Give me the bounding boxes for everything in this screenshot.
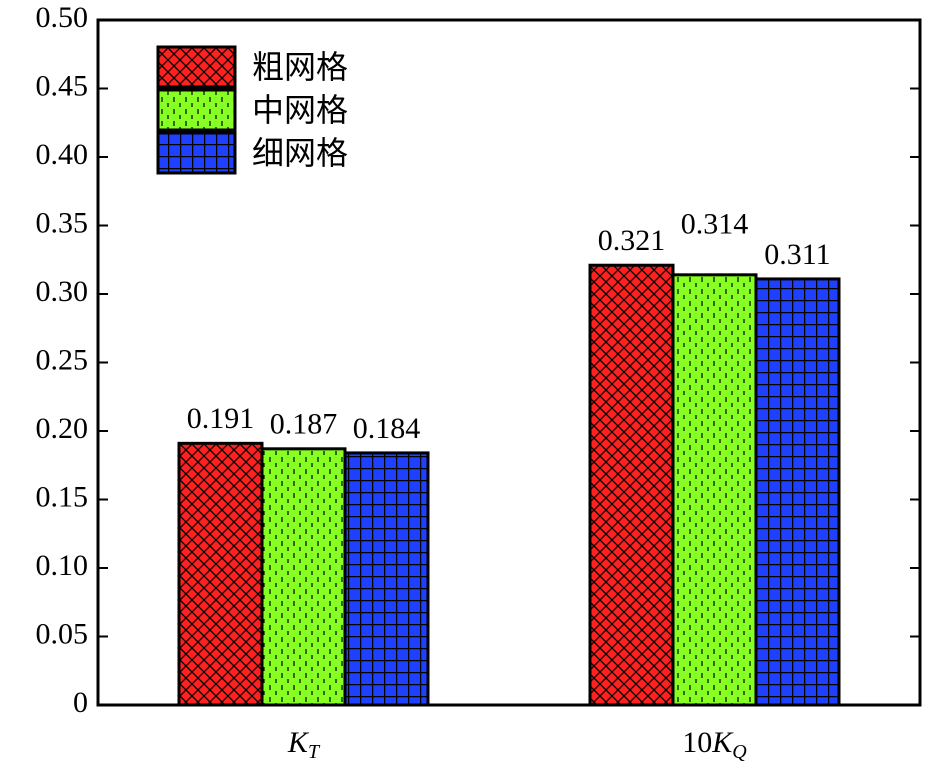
legend-swatch	[156, 88, 237, 132]
legend-swatch	[156, 131, 237, 175]
value-label: 0.184	[353, 412, 421, 445]
y-tick-label: 0.20	[36, 412, 89, 445]
value-label: 0.187	[270, 408, 338, 441]
value-label: 0.321	[598, 224, 666, 257]
value-label: 0.311	[764, 238, 830, 271]
bar	[754, 277, 841, 707]
y-tick-label: 0.10	[36, 549, 89, 582]
y-tick-label: 0.25	[36, 343, 89, 376]
x-tick-label: KT	[287, 726, 321, 763]
value-label: 0.314	[681, 208, 749, 241]
y-tick-label: 0.30	[36, 275, 89, 308]
y-tick-label: 0.15	[36, 480, 89, 513]
bar	[177, 441, 264, 707]
y-tick-label: 0.45	[36, 69, 89, 102]
legend-label: 粗网格	[252, 48, 348, 86]
y-tick-label: 0	[73, 686, 88, 719]
y-tick-label: 0.05	[36, 617, 89, 650]
bar	[260, 447, 347, 707]
bar	[343, 451, 430, 707]
y-tick-label: 0.50	[36, 1, 89, 34]
y-tick-label: 0.35	[36, 206, 89, 239]
value-label: 0.191	[187, 402, 255, 435]
bar	[671, 273, 758, 707]
legend-label: 中网格	[252, 91, 348, 129]
legend-swatch	[156, 45, 237, 89]
bar	[588, 263, 675, 707]
y-tick-label: 0.40	[36, 138, 89, 171]
x-tick-label: 10KQ	[682, 726, 747, 763]
legend-label: 细网格	[252, 134, 348, 172]
